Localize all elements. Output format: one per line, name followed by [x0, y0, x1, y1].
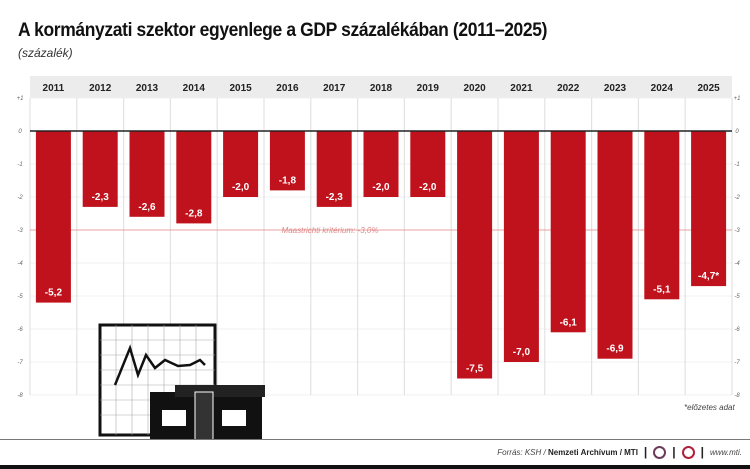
bar — [691, 131, 727, 287]
year-label: 2023 — [604, 83, 627, 94]
separator: | — [700, 445, 704, 459]
data-label: -2,8 — [185, 208, 203, 219]
y-tick-label-right: -5 — [734, 294, 740, 300]
website-link[interactable]: www.mti. — [710, 447, 742, 457]
bar — [269, 131, 305, 191]
bar — [457, 131, 493, 379]
data-label: -6,9 — [606, 344, 624, 355]
data-label: -2,3 — [92, 192, 110, 203]
data-label: -7,5 — [466, 364, 484, 375]
chart-and-money-illustration-icon — [98, 323, 265, 440]
year-label: 2014 — [183, 83, 206, 94]
data-label: -7,0 — [513, 347, 531, 358]
y-tick-label-right: -6 — [734, 327, 740, 333]
data-label: -2,3 — [326, 192, 344, 203]
year-label: 2017 — [323, 83, 346, 94]
y-tick-label: -4 — [17, 261, 23, 267]
bar — [176, 131, 212, 224]
year-label: 2018 — [370, 83, 393, 94]
archive-logo-icon — [653, 445, 667, 459]
year-label: 2012 — [89, 83, 112, 94]
preliminary-note: *előzetes adat — [684, 403, 735, 412]
y-tick-label: -3 — [17, 228, 23, 234]
data-label: -2,0 — [419, 182, 437, 193]
footer-divider — [0, 439, 750, 440]
y-tick-label: -2 — [17, 195, 23, 201]
y-tick-label-right: 0 — [735, 129, 739, 135]
bar — [503, 131, 539, 362]
y-tick-label: -6 — [17, 327, 23, 333]
y-tick-label-right: +1 — [734, 96, 741, 102]
y-tick-label-right: -8 — [734, 393, 740, 399]
y-tick-label: -8 — [17, 393, 23, 399]
bar — [129, 131, 165, 217]
footer: Forrás: KSH / Nemzeti Archívum / MTI | |… — [497, 445, 742, 459]
y-tick-label-right: -1 — [734, 162, 739, 168]
year-label: 2024 — [651, 83, 674, 94]
data-label: -5,1 — [653, 284, 671, 295]
y-tick-label-right: -4 — [734, 261, 740, 267]
year-label: 2022 — [557, 83, 580, 94]
year-label: 2015 — [229, 83, 252, 94]
bar — [35, 131, 71, 303]
bar — [223, 131, 259, 197]
y-tick-label: -5 — [17, 294, 23, 300]
year-label: 2013 — [136, 83, 159, 94]
separator: | — [672, 445, 676, 459]
y-tick-label: -7 — [17, 360, 23, 366]
chart-title: A kormányzati szektor egyenlege a GDP sz… — [18, 20, 548, 41]
y-tick-label-right: -7 — [734, 360, 740, 366]
data-label: -2,6 — [138, 202, 156, 213]
bar — [410, 131, 446, 197]
bar — [597, 131, 633, 359]
data-label: -1,8 — [279, 175, 297, 186]
y-tick-label-right: -3 — [734, 228, 740, 234]
bar — [550, 131, 586, 333]
data-label: -2,0 — [232, 182, 250, 193]
y-tick-label: -1 — [17, 162, 22, 168]
bar — [644, 131, 680, 300]
year-label: 2016 — [276, 83, 299, 94]
year-label: 2011 — [43, 83, 65, 94]
bar — [363, 131, 399, 197]
y-tick-label: +1 — [17, 96, 24, 102]
source-label: Forrás: KSH / Nemzeti Archívum / MTI — [497, 447, 638, 457]
bar-chart: +1 +1 0 0 -1 -1 -2 -2 -3 -3 -4 -4 -5 -5 -6 -6 -7 -7 -8 -8 Ma… — [17, 76, 741, 440]
year-label: 2025 — [697, 83, 720, 94]
year-label: 2021 — [510, 83, 533, 94]
mti-logo-icon — [681, 445, 695, 459]
separator: | — [643, 445, 648, 459]
bottom-bar — [0, 465, 750, 469]
bar — [82, 131, 118, 207]
data-label: -6,1 — [560, 317, 578, 328]
year-label: 2019 — [417, 83, 440, 94]
data-label: -4,7* — [698, 271, 719, 282]
chart-subtitle: (százalék) — [18, 46, 73, 60]
y-tick-label-right: -2 — [734, 195, 740, 201]
bar — [316, 131, 352, 207]
data-label: -2,0 — [372, 182, 390, 193]
y-tick-label: 0 — [18, 129, 22, 135]
year-label: 2020 — [463, 83, 486, 94]
reference-line-label: Maastrichti kritérium: -3,0% — [282, 226, 379, 235]
year-header-band — [30, 76, 732, 98]
data-label: -5,2 — [45, 288, 63, 299]
